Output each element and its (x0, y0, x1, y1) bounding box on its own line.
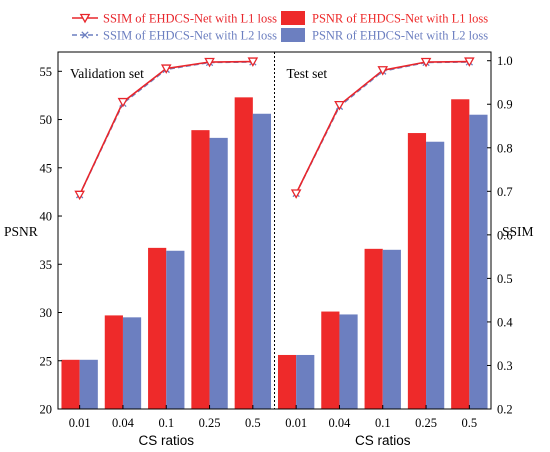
x-tick-label: 0.25 (415, 416, 437, 430)
bar-psnr-l1 (407, 133, 427, 409)
y-right-tick-label: 0.4 (497, 315, 513, 329)
legend-swatch (281, 28, 305, 42)
ssim-l1-marker (334, 100, 345, 111)
bar-psnr-l2 (166, 250, 185, 409)
bars (61, 97, 488, 410)
ssim-l1-marker (464, 57, 475, 67)
y-left-title: PSNR (4, 224, 38, 239)
ssim-l1-marker (377, 66, 389, 76)
y-right-tick-label: 0.6 (497, 228, 513, 242)
x-tick-label: 0.1 (375, 416, 391, 430)
bar-psnr-l2 (339, 314, 358, 409)
ssim-l1-marker (290, 189, 302, 199)
ssim-l1-marker (420, 57, 432, 68)
y-left-tick-label: 35 (40, 258, 53, 272)
x-tick-label: 0.1 (158, 416, 174, 430)
bar-psnr-l1 (61, 359, 80, 409)
axes (57, 51, 492, 410)
y-left-tick-label: 50 (40, 113, 53, 127)
bar-psnr-l2 (469, 114, 488, 409)
ssim-l1-marker (74, 190, 85, 201)
bar-psnr-l2 (426, 141, 445, 410)
y-left-tick-label: 25 (40, 354, 53, 368)
y-left-tick-label: 20 (40, 403, 53, 417)
bar-psnr-l1 (277, 354, 297, 409)
y-left-tick-label: 55 (40, 65, 53, 79)
ssim-l1-marker (247, 57, 259, 67)
legend-swatch (281, 11, 305, 25)
legend: SSIM of EHDCS-Net with L1 loss SSIM of EH… (72, 11, 488, 43)
panel-label: Validation set (70, 66, 144, 81)
ssim-l1-marker (160, 64, 172, 74)
x-tick-label: 0.01 (285, 416, 307, 430)
y-right-tick-label: 1.0 (497, 54, 513, 68)
y-right-tick-label: 0.9 (497, 98, 513, 112)
legend-label: SSIM of EHDCS-Net with L1 loss (103, 12, 277, 26)
bar-psnr-l1 (234, 97, 253, 410)
bar-psnr-l1 (451, 99, 470, 409)
legend-label: PSNR of EHDCS-Net with L1 loss (312, 12, 488, 26)
x-tick-label: 0.01 (69, 416, 91, 430)
bar-psnr-l2 (296, 354, 315, 409)
y-right-tick-label: 0.7 (497, 185, 513, 199)
ssim-l1-marker (117, 97, 129, 108)
bar-psnr-l1 (191, 130, 210, 409)
y-right-tick-label: 0.8 (497, 141, 513, 155)
y-left-tick-label: 30 (40, 306, 53, 320)
y-right-tick-label: 0.2 (497, 403, 513, 417)
x-tick-label: 0.04 (112, 416, 135, 430)
y-right-tick-label: 0.5 (497, 272, 513, 286)
bar-psnr-l2 (382, 249, 401, 409)
y-right-tick-label: 0.3 (497, 359, 513, 373)
ssim-lines (74, 57, 475, 201)
x-tick-label: 0.5 (245, 416, 261, 430)
bar-psnr-l1 (104, 315, 123, 409)
y-right-title: SSIM (502, 224, 534, 239)
bar-psnr-l1 (148, 247, 167, 409)
legend-label: PSNR of EHDCS-Net with L2 loss (312, 29, 488, 43)
x-tick-label: 0.5 (462, 416, 478, 430)
x-axis-title: CS ratios (355, 433, 411, 448)
y-left-tick-label: 40 (40, 210, 53, 224)
bar-psnr-l1 (321, 311, 340, 409)
bar-psnr-l2 (209, 137, 228, 409)
y-left-tick-label: 45 (40, 161, 53, 175)
bar-psnr-l2 (79, 359, 98, 409)
x-tick-label: 0.25 (199, 416, 221, 430)
legend-marker (79, 13, 91, 24)
legend-label: SSIM of EHDCS-Net with L2 loss (103, 29, 277, 43)
x-axis-title: CS ratios (138, 433, 194, 448)
bar-psnr-l2 (122, 317, 142, 409)
x-tick-label: 0.04 (329, 416, 352, 430)
legend-marker (81, 31, 89, 39)
bar-psnr-l2 (252, 113, 272, 410)
ssim-l1-marker (204, 57, 215, 68)
bar-psnr-l1 (364, 248, 383, 409)
panel-label: Test set (287, 66, 328, 81)
axis-labels: Validation set 0.01 0.04 0.1 0.25 0.5 CS ratio… (4, 54, 534, 448)
